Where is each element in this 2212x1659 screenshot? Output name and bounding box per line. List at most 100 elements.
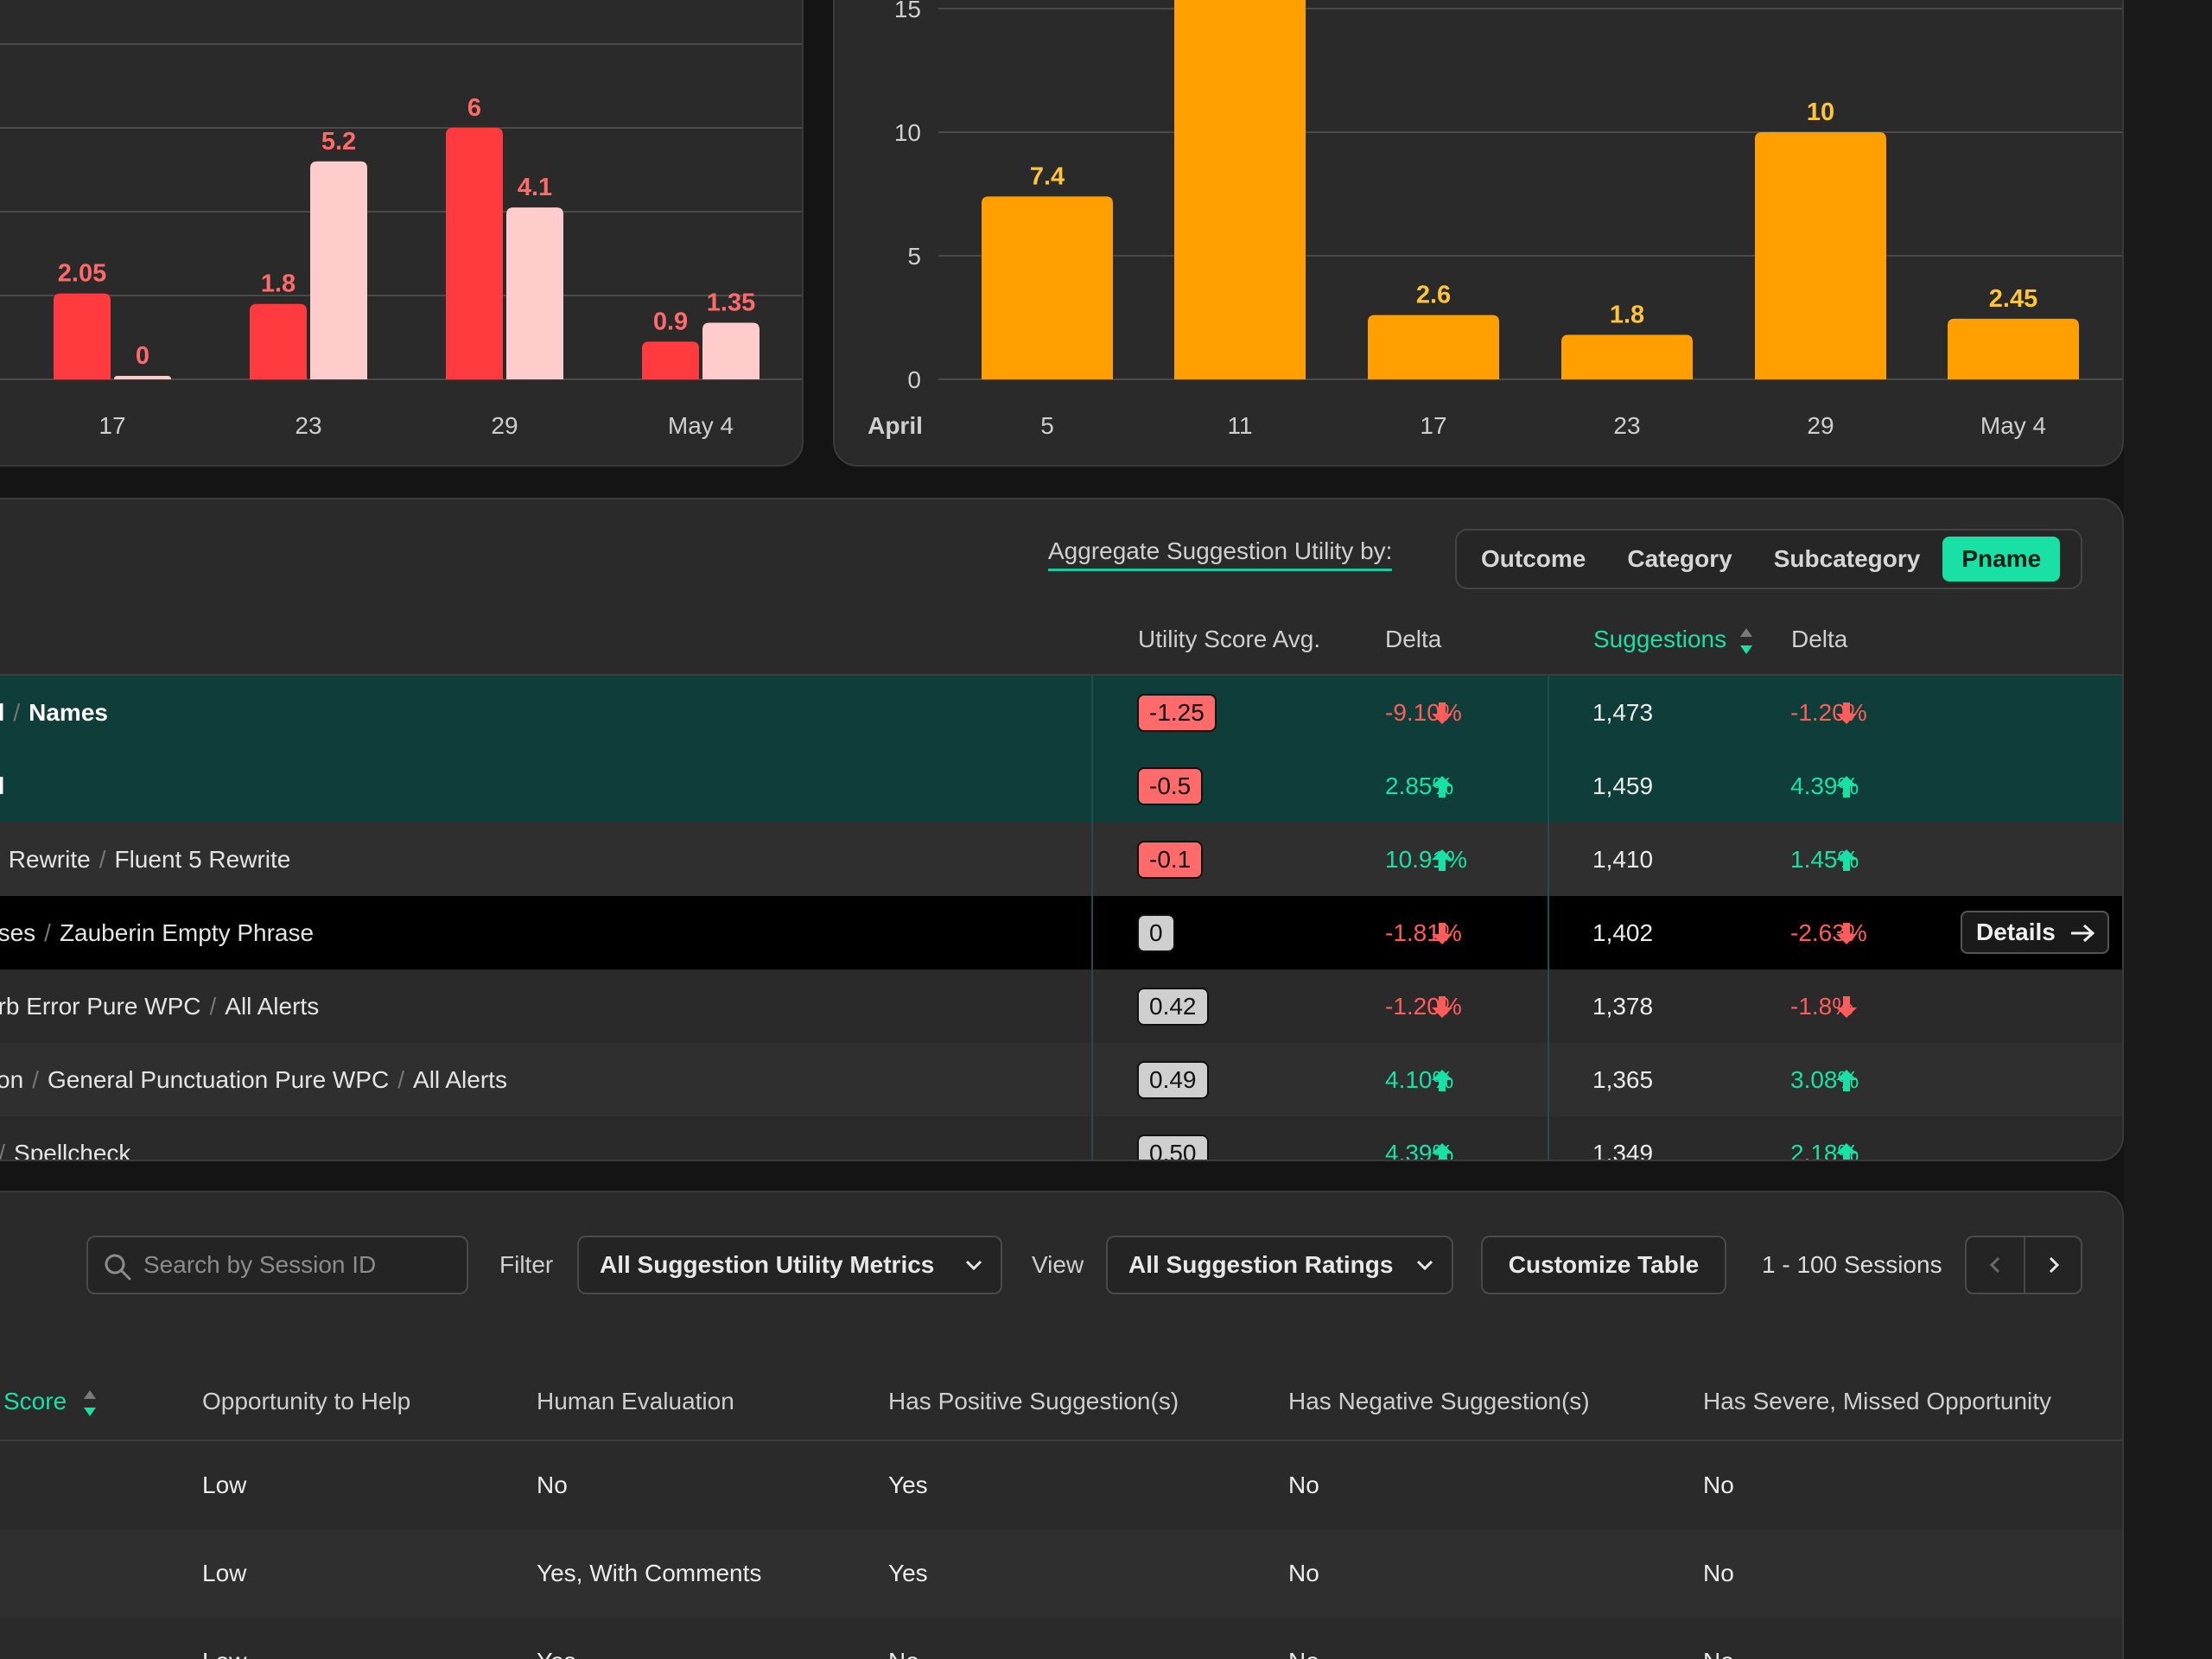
- suggestion-count: 1,473: [1592, 699, 1654, 726]
- sort-icon: [83, 1389, 96, 1416]
- bar[interactable]: [114, 376, 171, 379]
- col-suggestions[interactable]: Suggestions: [1593, 626, 1754, 656]
- y-tick-label: 0: [907, 366, 921, 393]
- col-score[interactable]: Score: [3, 1388, 98, 1418]
- aggregate-row[interactable]: l/Spellcheck 0.50 4.39% 1,349 2.18%: [0, 1116, 2122, 1161]
- filter-dropdown[interactable]: All Suggestion Utility Metrics: [577, 1236, 1002, 1294]
- col-score-label: Score: [3, 1388, 67, 1414]
- col-delta-score[interactable]: Delta: [1385, 626, 1442, 652]
- column-divider: [1091, 749, 1093, 823]
- negative-suggestions-cell: No: [1288, 1560, 1319, 1586]
- bar[interactable]: [1368, 315, 1499, 379]
- bar-value-label: 2.05: [58, 260, 106, 288]
- x-start-label: April: [868, 412, 923, 439]
- score-delta: 4.39%: [1385, 1140, 1454, 1161]
- col-missed-opportunity[interactable]: Has Severe, Missed Opportunity: [1703, 1388, 2052, 1414]
- session-search-input[interactable]: [143, 1237, 454, 1293]
- path-segment: erb Error Pure WPC: [0, 993, 201, 1020]
- score-delta: -9.10%: [1385, 699, 1462, 726]
- details-button-label: Details: [1976, 918, 2056, 945]
- view-label: View: [1032, 1251, 1084, 1278]
- prev-page-button[interactable]: [1967, 1237, 2024, 1293]
- bar[interactable]: [506, 207, 563, 379]
- y-tick-label: 10: [894, 119, 921, 146]
- session-search[interactable]: [86, 1236, 468, 1294]
- aggregate-by-label[interactable]: Aggregate Suggestion Utility by:: [1048, 537, 1393, 571]
- details-button[interactable]: Details: [1961, 911, 2109, 954]
- utility-score-badge: -0.5: [1137, 767, 1204, 805]
- arrow-down-icon: [1432, 996, 1452, 1018]
- segment-outcome[interactable]: Outcome: [1481, 545, 1586, 572]
- suggestion-count: 1,459: [1592, 772, 1654, 799]
- aggregate-row-path: l/Spellcheck: [0, 1116, 131, 1161]
- pagination-controls: [1965, 1236, 2082, 1294]
- aggregate-row[interactable]: tion / General Punctuation Pure WPC / All Al…: [0, 1043, 2122, 1116]
- utility-score-badge: 0.50: [1137, 1135, 1209, 1160]
- col-opportunity[interactable]: Opportunity to Help: [202, 1388, 411, 1414]
- arrow-up-icon: [1836, 1070, 1857, 1091]
- arrow-up-icon: [1432, 849, 1452, 871]
- bar[interactable]: [446, 128, 503, 379]
- col-positive-suggestions[interactable]: Has Positive Suggestion(s): [888, 1388, 1179, 1414]
- bar[interactable]: [982, 196, 1113, 379]
- bar-value-label: 1.35: [707, 289, 755, 317]
- suggestions-delta: -1.8%: [1790, 993, 1854, 1020]
- segment-subcategory[interactable]: Subcategory: [1773, 545, 1921, 572]
- view-dropdown[interactable]: All Suggestion Ratings: [1106, 1236, 1453, 1294]
- search-icon: [105, 1254, 131, 1281]
- bar[interactable]: [1174, 0, 1306, 379]
- path-separator: /: [99, 846, 106, 873]
- aggregate-row[interactable]: erb Error Pure WPC / All Alerts 0.42 -1.20% 1…: [0, 969, 2122, 1043]
- column-divider: [1548, 749, 1549, 823]
- suggestions-delta: 2.18%: [1790, 1140, 1859, 1161]
- chevron-left-icon: [1989, 1256, 2000, 1274]
- table-row[interactable]: Low No Yes No No: [0, 1441, 2122, 1529]
- arrow-down-icon: [1836, 923, 1857, 944]
- aggregate-row[interactable]: /Rewrite/Fluent 5 Rewrite-0.110.91%1,410…: [0, 823, 2122, 896]
- table-row[interactable]: Low Yes, With Comments Yes No No: [0, 1529, 2122, 1618]
- customize-table-button[interactable]: Customize Table: [1481, 1236, 1726, 1294]
- path-segment: ases: [0, 919, 36, 946]
- path-segment: al: [0, 772, 4, 799]
- positive-suggestions-cell: Yes: [888, 1471, 928, 1498]
- header-divider: [0, 674, 2122, 676]
- next-page-button[interactable]: [2025, 1237, 2082, 1293]
- x-tick-label: 29: [491, 412, 518, 439]
- segment-category[interactable]: Category: [1627, 545, 1732, 572]
- bar-value-label: 6: [467, 94, 481, 122]
- col-delta-suggestions[interactable]: Delta: [1791, 626, 1848, 652]
- aggregate-row-path: ases / Zauberin Empty Phrase: [0, 896, 314, 969]
- column-divider: [1548, 1043, 1549, 1116]
- bar[interactable]: [1561, 334, 1693, 379]
- col-negative-suggestions[interactable]: Has Negative Suggestion(s): [1288, 1388, 1590, 1414]
- col-utility-score[interactable]: Utility Score Avg.: [1138, 626, 1321, 652]
- bar[interactable]: [250, 303, 307, 379]
- path-segment: tion: [0, 1066, 24, 1093]
- suggestion-count: 1,402: [1592, 919, 1654, 946]
- path-segment: All Alerts: [413, 1066, 507, 1093]
- bar[interactable]: [642, 341, 699, 379]
- missed-opportunity-cell: No: [1703, 1471, 1734, 1498]
- bar[interactable]: [702, 322, 760, 379]
- segment-pname[interactable]: Pname: [1942, 537, 2061, 582]
- opportunity-cell: Low: [202, 1618, 246, 1659]
- y-tick-label: 5: [907, 243, 921, 270]
- aggregate-row[interactable]: ases / Zauberin Empty Phrase 0 -1.81% 1,402 -2…: [0, 896, 2122, 969]
- path-segment: Spellcheck: [14, 1140, 131, 1161]
- pagination-range: 1 - 100 Sessions: [1762, 1251, 1942, 1278]
- sort-icon: [1739, 627, 1752, 654]
- aggregate-row[interactable]: al / Names -1.25 -9.10% 1,473 -1.20%: [0, 676, 2122, 749]
- path-segment: Names: [29, 699, 108, 726]
- aggregate-segmented-control: Outcome Category Subcategory Pname: [1455, 529, 2082, 589]
- bar[interactable]: [310, 161, 367, 379]
- bar-value-label: 0: [136, 342, 149, 370]
- column-divider: [1548, 896, 1549, 969]
- bar[interactable]: [54, 293, 111, 379]
- col-human-evaluation[interactable]: Human Evaluation: [537, 1388, 734, 1414]
- path-separator: /: [209, 993, 217, 1020]
- bar[interactable]: [1948, 318, 2079, 379]
- bar[interactable]: [1755, 132, 1886, 379]
- table-row[interactable]: Low Yes No No No: [0, 1618, 2122, 1659]
- suggestion-count: 1,349: [1592, 1140, 1654, 1161]
